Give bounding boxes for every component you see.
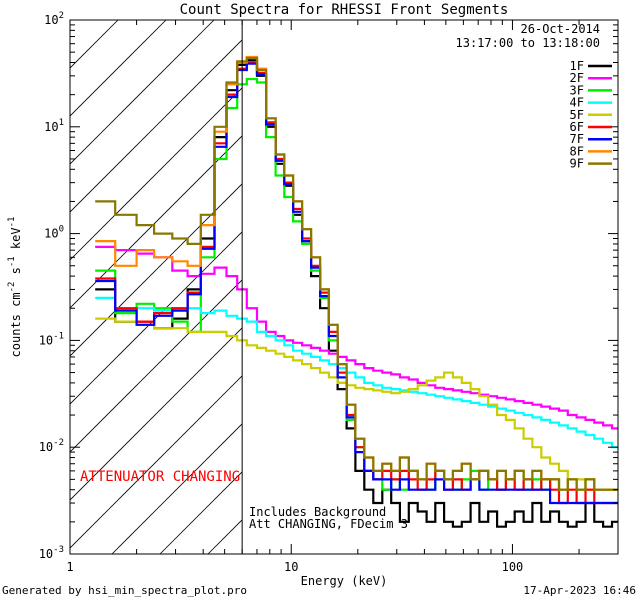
note-attenuator: Att CHANGING, FDecim 3 (249, 517, 408, 531)
axes: 1 10 100 10-3 10-2 10-1 100 101 102 (39, 11, 619, 574)
y-tick-label: 100 (44, 225, 64, 241)
legend-label-4f: 4F (570, 96, 584, 110)
hatch-line (70, 375, 243, 549)
time-range-label: 13:17:00 to 13:18:00 (456, 36, 601, 50)
legend-label-7f: 7F (570, 132, 584, 146)
legend-label-5f: 5F (570, 108, 584, 122)
hatch-line (111, 423, 243, 554)
series-line-8f (95, 55, 618, 491)
hatch-line (70, 279, 243, 453)
hatch-line (70, 20, 215, 165)
y-tick-label: 10-1 (39, 331, 64, 347)
hatched-attenuator-region (70, 20, 243, 554)
legend-label-2f: 2F (570, 71, 584, 85)
y-axis-label-part: -2 (7, 282, 17, 293)
footer-timestamp: 17-Apr-2023 16:46 (523, 584, 636, 597)
legend-label-8f: 8F (570, 144, 584, 158)
hatch-line (70, 183, 243, 357)
y-axis-label-part: -1 (7, 256, 17, 267)
hatch-line (70, 327, 243, 501)
series-line-1f (95, 59, 618, 528)
y-axis-label: counts cm-2 s-1 keV-1 (7, 217, 23, 358)
hatch-line (70, 39, 243, 213)
y-axis-label-part: s (9, 267, 23, 281)
legend-label-6f: 6F (570, 120, 584, 134)
hatch-line (70, 87, 243, 261)
hatch-line (70, 135, 243, 309)
y-tick-label: 10-3 (39, 545, 64, 561)
series-line-3f (95, 77, 618, 491)
series-line-7f (95, 62, 618, 505)
note-background: Includes Background (249, 505, 386, 519)
hatch-line (70, 20, 167, 117)
y-tick-label: 101 (44, 118, 64, 134)
series-line-9f (95, 57, 618, 491)
chart-title: Count Spectra for RHESSI Front Segments (180, 2, 509, 18)
legend-label-1f: 1F (570, 59, 584, 73)
y-axis-label-part: keV (9, 227, 23, 256)
footer-generated-by: Generated by hsi_min_spectra_plot.pro (2, 584, 247, 597)
y-tick-label: 102 (44, 11, 64, 27)
legend-label-3f: 3F (570, 83, 584, 97)
x-tick-label: 1 (66, 560, 73, 574)
date-label: 26-Oct-2014 (521, 22, 600, 36)
plot-frame (69, 19, 619, 555)
series-line-4f (95, 296, 618, 449)
x-tick-label: 100 (502, 560, 524, 574)
series-line-2f (95, 245, 618, 430)
series-line-6f (95, 61, 618, 505)
y-axis-label-part: counts cm (9, 292, 23, 357)
x-axis-label: Energy (keV) (301, 574, 388, 588)
y-tick-label: 10-2 (39, 438, 64, 454)
y-axis-label-part: -1 (7, 217, 17, 228)
legend-label-9f: 9F (570, 157, 584, 171)
x-tick-label: 10 (284, 560, 298, 574)
hatch-line (70, 231, 243, 405)
attenuator-changing-label: ATTENUATOR CHANGING (80, 469, 240, 485)
series-line-5f (95, 317, 618, 491)
spectra-series (95, 55, 618, 528)
